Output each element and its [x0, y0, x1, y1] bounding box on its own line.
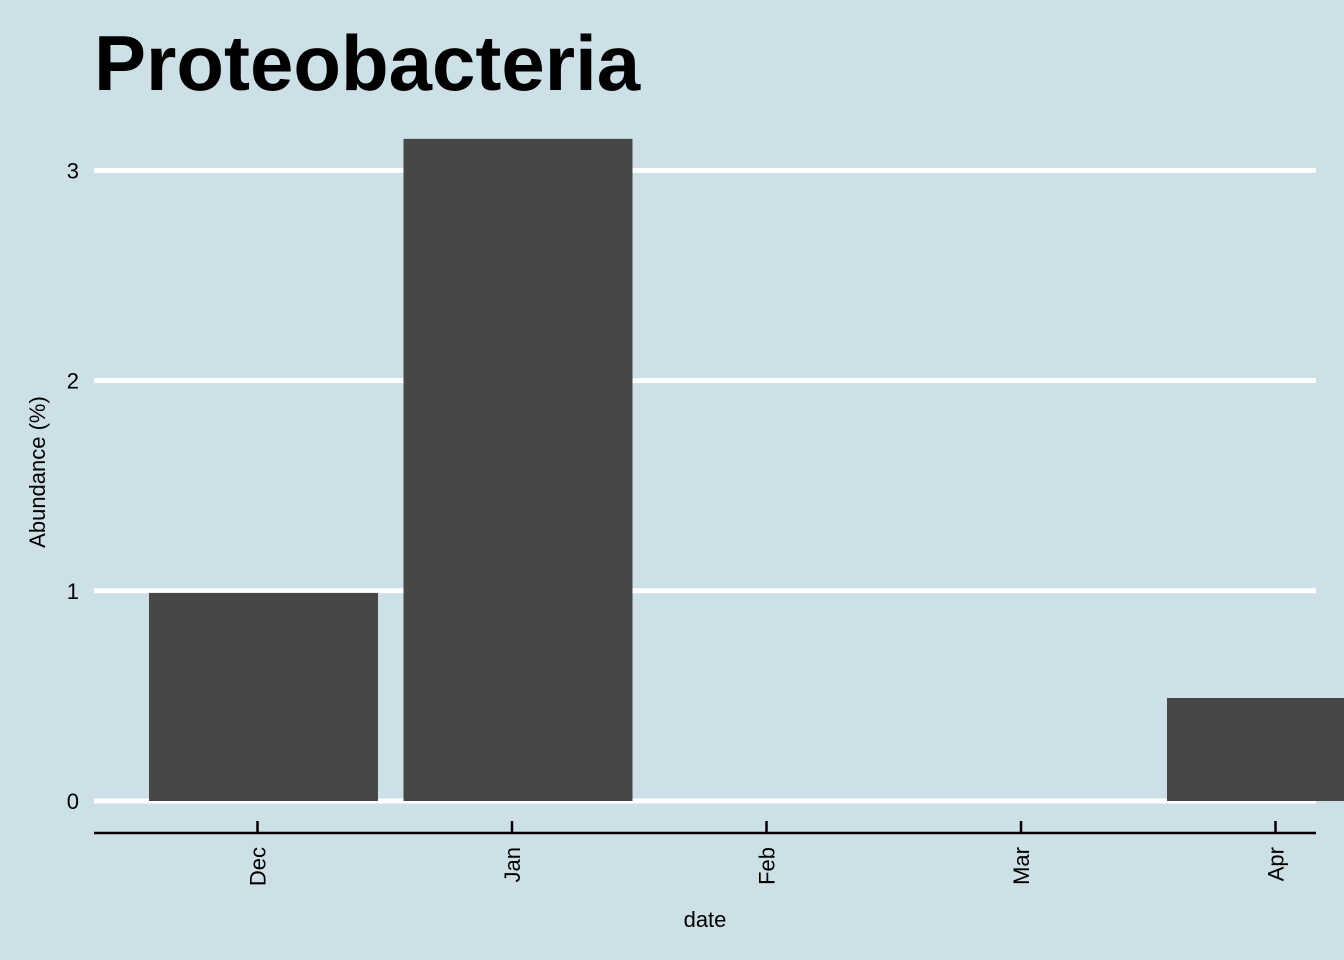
x-tick-label: Jan [500, 847, 525, 882]
y-tick-label: 2 [67, 369, 79, 394]
x-axis-ticks: Dec Jan Feb Mar Apr [246, 821, 1289, 886]
bar-apr [1167, 698, 1344, 801]
y-tick-label: 1 [67, 579, 79, 604]
y-tick-label: 0 [67, 789, 79, 814]
bar-dec [149, 592, 378, 801]
y-tick-label: 3 [67, 158, 79, 183]
x-tick-label: Mar [1009, 847, 1034, 885]
x-axis-label: date [684, 907, 727, 932]
x-tick-label: Apr [1264, 847, 1289, 881]
x-tick-label: Dec [246, 847, 271, 886]
x-tick-label: Feb [755, 847, 780, 885]
chart-title: Proteobacteria [94, 19, 641, 107]
y-axis-ticks: 0 1 2 3 [67, 158, 79, 814]
gridlines [94, 167, 1316, 804]
bar-jan [403, 138, 633, 801]
bars [149, 138, 1344, 801]
y-axis-label: Abundance (%) [25, 396, 50, 548]
